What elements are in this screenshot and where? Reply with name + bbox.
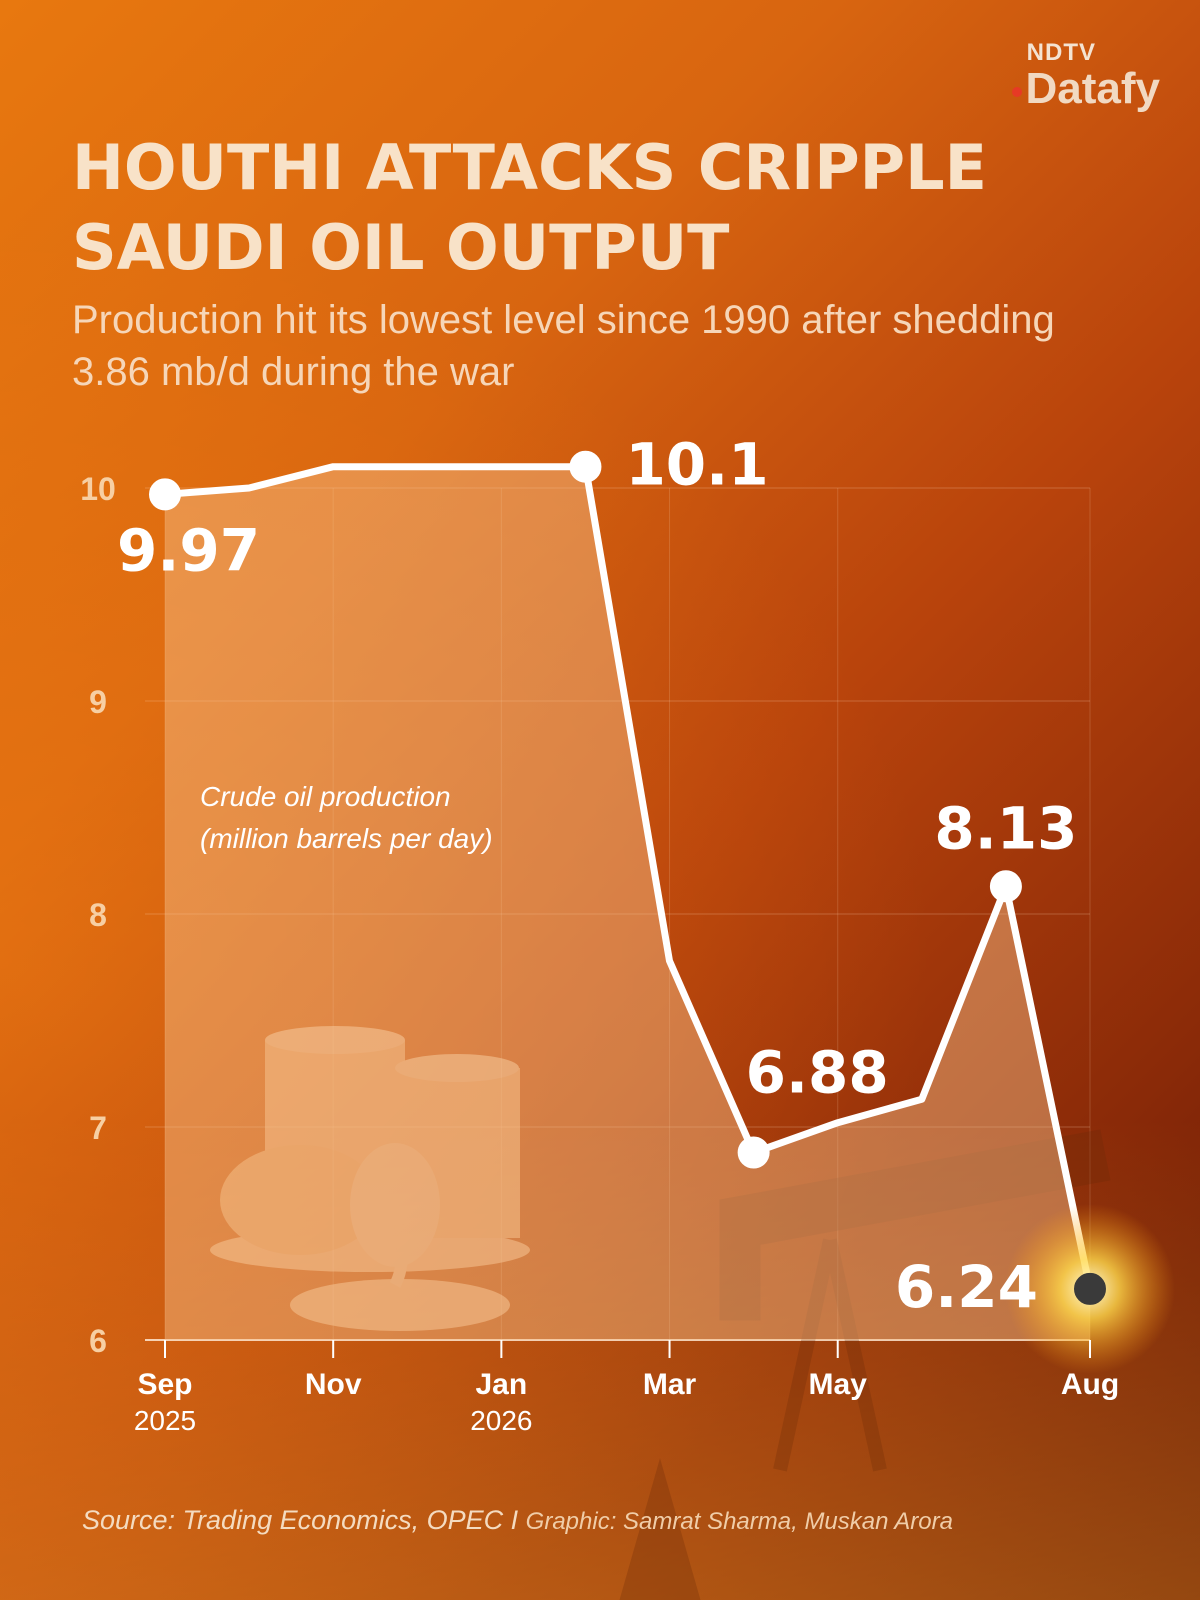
area-fill xyxy=(165,466,1090,1340)
x-tick-label: Mar xyxy=(643,1368,697,1401)
data-label: 8.13 xyxy=(934,794,1077,862)
x-tick-sublabel: 2025 xyxy=(134,1405,196,1436)
x-tick-label: Aug xyxy=(1061,1368,1119,1401)
logo-main-text: Datafy xyxy=(1025,64,1161,113)
data-label: 10.1 xyxy=(625,431,768,499)
logo-top-text: NDTV xyxy=(1026,39,1096,66)
y-tick-label: 6 xyxy=(89,1323,107,1359)
y-axis-label-line-1: Crude oil production xyxy=(200,781,451,812)
y-tick-label: 9 xyxy=(89,684,107,720)
x-tick-label: Sep xyxy=(137,1368,192,1401)
pumpjack-illustration xyxy=(619,1129,1111,1600)
data-point-marker xyxy=(569,450,602,483)
data-point-marker xyxy=(1074,1272,1106,1305)
grid xyxy=(145,487,1091,1341)
oil-barrels-illustration xyxy=(210,1026,530,1331)
data-label: 9.97 xyxy=(117,516,260,584)
data-label: 6.88 xyxy=(746,1039,889,1107)
x-tick-sublabel: 2026 xyxy=(470,1405,532,1436)
data-point-marker xyxy=(149,478,181,511)
data-label: 6.24 xyxy=(895,1253,1038,1321)
y-tick-label: 7 xyxy=(89,1110,107,1146)
y-axis-label-line-2: (million barrels per day) xyxy=(200,823,493,854)
data-point-marker xyxy=(989,870,1022,903)
source-note: Source: Trading Economics, OPEC I Graphi… xyxy=(82,1505,953,1536)
page-subtitle: Production hit its lowest level since 19… xyxy=(72,298,1055,394)
y-tick-label: 8 xyxy=(89,897,107,933)
graphic-credit: Graphic: Samrat Sharma, Muskan Arora xyxy=(525,1508,953,1535)
x-tick-label: Nov xyxy=(305,1368,362,1401)
y-tick-label: 10 xyxy=(80,471,116,507)
source-text: Source: Trading Economics, OPEC I xyxy=(82,1505,526,1535)
logo-dot xyxy=(1011,87,1022,97)
x-tick-label: Jan xyxy=(476,1368,528,1401)
x-tick-label: May xyxy=(809,1368,868,1401)
logo: NDTV Datafy xyxy=(1011,39,1161,113)
data-point-marker xyxy=(737,1136,770,1169)
page-title: HOUTHI ATTACKS CRIPPLE SAUDI OIL OUTPUT xyxy=(72,131,987,284)
series-line xyxy=(161,463,1094,1293)
